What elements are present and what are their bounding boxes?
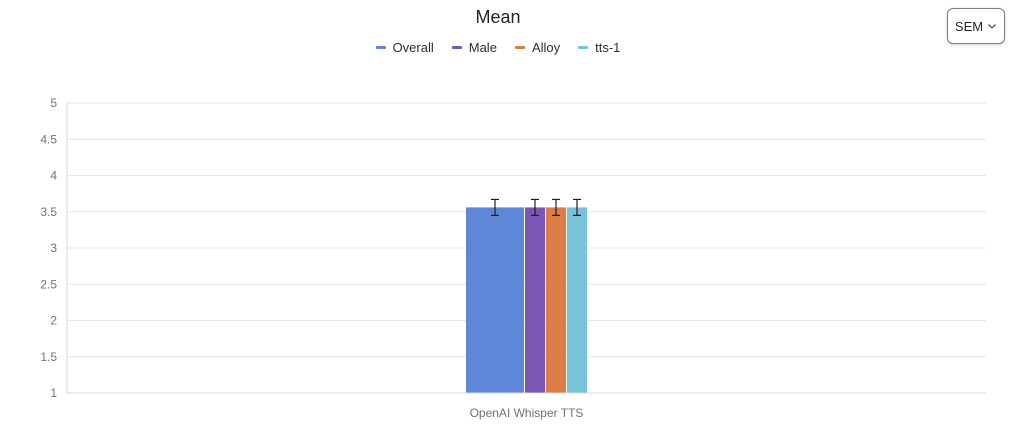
y-tick-label: 3.5: [40, 205, 57, 219]
y-tick-label: 3: [50, 241, 57, 255]
y-tick-label: 4: [50, 169, 57, 183]
error-type-select-value: SEM: [954, 18, 984, 34]
bar-alloy: [546, 207, 566, 393]
y-tick-label: 1: [50, 386, 57, 400]
chart-legend: Overall Male Alloy tts-1: [0, 40, 996, 55]
y-tick-label: 4.5: [40, 132, 57, 146]
bar-tts-1: [567, 207, 587, 393]
y-tick-label: 5: [50, 96, 57, 110]
y-tick-label: 1.5: [40, 350, 57, 364]
bar-overall: [466, 207, 524, 393]
legend-item-alloy[interactable]: Alloy: [514, 40, 561, 55]
legend-label-overall: Overall: [392, 40, 434, 55]
legend-label-tts-1: tts-1: [595, 40, 621, 55]
legend-label-alloy: Alloy: [531, 40, 561, 55]
legend-swatch-male: [451, 46, 462, 49]
y-tick-label: 2.5: [40, 277, 57, 291]
legend-swatch-tts-1: [578, 46, 589, 49]
legend-label-male: Male: [468, 40, 497, 55]
legend-item-overall[interactable]: Overall: [375, 40, 434, 55]
legend-item-tts-1[interactable]: tts-1: [578, 40, 620, 55]
legend-item-male[interactable]: Male: [451, 40, 497, 55]
y-tick-label: 2: [50, 314, 57, 328]
legend-swatch-overall: [375, 46, 386, 49]
chevron-down-icon: [988, 24, 997, 29]
chart-title: Mean: [475, 7, 521, 27]
legend-swatch-alloy: [514, 46, 525, 49]
x-category-label: OpenAI Whisper TTS: [470, 406, 584, 420]
bar-male: [525, 207, 545, 393]
error-type-select[interactable]: SEM: [947, 8, 1005, 44]
